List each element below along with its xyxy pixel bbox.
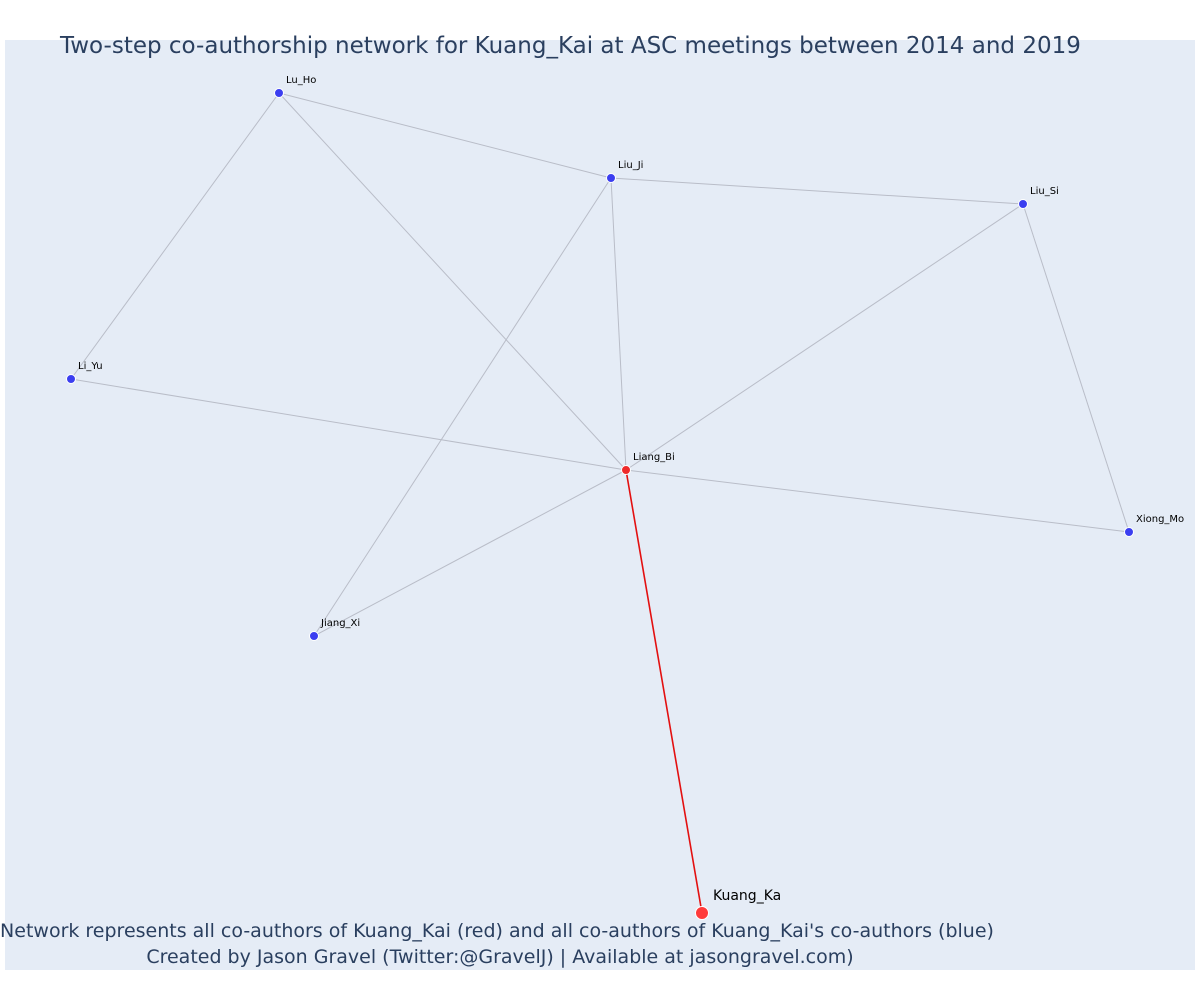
node-label-li-yu: Li_Yu (78, 361, 103, 372)
labels-layer: Kuang_Ka Liang_Bi Lu_Ho Liu_Ji Liu_Si Li_Yu Xi… (78, 75, 1184, 904)
node-label-xiong-mo: Xiong_Mo (1136, 514, 1184, 525)
edge-lu_ho-liu_ji (278, 92, 612, 179)
node-label-liu-ji: Liu_Ji (618, 160, 643, 171)
node-label-liang-bi: Liang_Bi (633, 452, 675, 463)
caption-line-1: Network represents all co-authors of Kua… (0, 920, 994, 942)
plot-background (5, 40, 1195, 970)
edges-layer (70, 92, 1130, 914)
edge-liu_si-xiong_mo (1022, 203, 1130, 533)
edge-liang_bi-jiang_xi (313, 469, 627, 637)
node-xiong-mo[interactable] (1124, 527, 1134, 537)
node-label-liu-si: Liu_Si (1030, 186, 1059, 197)
caption-line-2: Created by Jason Gravel (Twitter:@Gravel… (146, 946, 853, 968)
node-label-lu-ho: Lu_Ho (286, 75, 316, 86)
node-jiang-xi[interactable] (309, 631, 319, 641)
edge-liu_ji-liu_si (610, 177, 1024, 205)
edge-liu_ji-jiang_xi (313, 177, 612, 637)
edge-liang_bi-xiong_mo (625, 469, 1130, 533)
node-liu-si[interactable] (1018, 199, 1028, 209)
node-lu-ho[interactable] (274, 88, 284, 98)
nodes-layer (66, 88, 1134, 920)
edge-kuang_ka-liang_bi (625, 469, 703, 914)
node-liu-ji[interactable] (606, 173, 616, 183)
figure-title: Two-step co-authorship network for Kuang… (59, 33, 1081, 59)
node-label-jiang-xi: Jiang_Xi (320, 618, 360, 629)
node-kuang-ka[interactable] (695, 906, 709, 920)
edge-liang_bi-li_yu (70, 378, 627, 471)
node-label-kuang-ka: Kuang_Ka (713, 888, 781, 904)
node-liang-bi[interactable] (621, 465, 631, 475)
node-li-yu[interactable] (66, 374, 76, 384)
edge-liang_bi-lu_ho (278, 92, 627, 471)
edge-lu_ho-li_yu (70, 92, 280, 380)
edge-liang_bi-liu_si (625, 203, 1024, 471)
edge-liang_bi-liu_ji (610, 177, 627, 471)
